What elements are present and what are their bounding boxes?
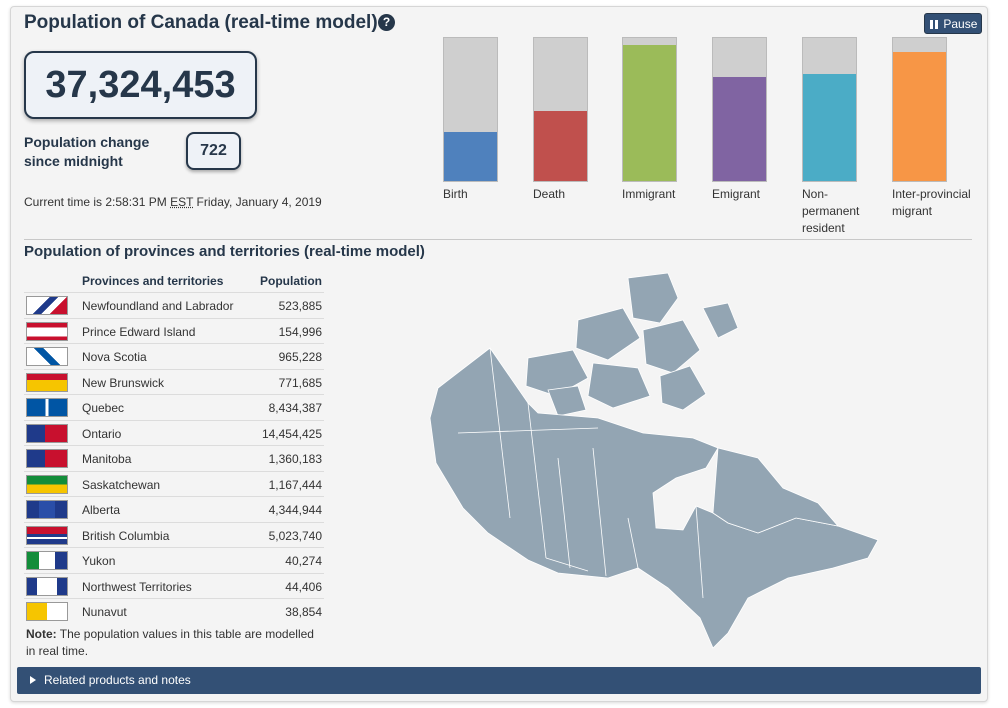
- pei-flag-icon: [26, 321, 68, 341]
- provinces-table: Provinces and territories Population New…: [24, 270, 324, 624]
- pause-label: Pause: [943, 17, 978, 31]
- nunavut-flag-icon: [26, 602, 68, 621]
- province-population: 14,454,425: [261, 426, 322, 441]
- canada-map-icon[interactable]: [428, 268, 898, 658]
- population-counter: 37,324,453: [24, 51, 257, 119]
- province-name: New Brunswick: [82, 375, 165, 390]
- table-row: Saskatchewan 1,167,444: [24, 470, 324, 497]
- saskatchewan-flag-icon: [26, 474, 68, 494]
- component-bar: [892, 37, 947, 182]
- quebec-flag-icon: [26, 398, 68, 417]
- component-bar: [533, 37, 588, 182]
- pause-icon: [935, 20, 938, 29]
- nova-scotia-flag-icon: [26, 347, 68, 366]
- col-header-population: Population: [260, 274, 322, 288]
- component-bar-label: Non-permanent resident: [802, 187, 860, 235]
- bc-flag-icon: [26, 525, 68, 545]
- alberta-flag-icon: [26, 500, 68, 519]
- component-bar-label: Birth: [443, 187, 468, 201]
- province-name: Quebec: [82, 401, 125, 415]
- component-bar-label: Death: [533, 187, 566, 201]
- component-bar-fill: [803, 73, 856, 181]
- province-name: Ontario: [82, 426, 122, 441]
- note-label: Note:: [26, 627, 57, 641]
- population-change-counter: 722: [186, 132, 241, 170]
- related-products-toggle[interactable]: Related products and notes: [17, 667, 981, 694]
- population-change-label: Population change since midnight: [24, 134, 150, 169]
- component-bar-label: Immigrant: [622, 187, 676, 201]
- table-row: Manitoba 1,360,183: [24, 445, 324, 471]
- province-name: Saskatchewan: [82, 477, 161, 492]
- related-label: Related products and notes: [44, 673, 191, 687]
- component-bar: [802, 37, 857, 182]
- table-row: Northwest Territories 44,406: [24, 572, 324, 599]
- province-name: Newfoundland and Labrador: [82, 299, 234, 313]
- time-suffix: Friday, January 4, 2019: [196, 195, 322, 209]
- province-name: Alberta: [82, 503, 121, 517]
- col-header-name: Provinces and territories: [82, 274, 224, 288]
- province-population: 154,996: [278, 324, 322, 339]
- note-text: The population values in this table are …: [26, 627, 314, 658]
- yukon-flag-icon: [26, 551, 68, 570]
- current-time: Current time is 2:58:31 PM EST Friday, J…: [24, 195, 322, 209]
- newfoundland-flag-icon: [26, 296, 68, 315]
- component-bar: [443, 37, 498, 182]
- table-note: Note: The population values in this tabl…: [26, 626, 326, 660]
- component-bar-label: Emigrant: [712, 187, 761, 201]
- table-row: Nova Scotia 965,228: [24, 343, 324, 369]
- manitoba-flag-icon: [26, 449, 68, 468]
- nwt-flag-icon: [26, 576, 68, 596]
- table-row: Alberta 4,344,944: [24, 496, 324, 522]
- time-prefix: Current time is 2:58:31 PM: [24, 195, 167, 209]
- new-brunswick-flag-icon: [26, 372, 68, 392]
- province-population: 38,854: [285, 605, 322, 619]
- time-zone-abbr: EST: [170, 195, 194, 209]
- province-name: Nova Scotia: [82, 350, 147, 364]
- table-row: Yukon 40,274: [24, 547, 324, 573]
- province-name: Prince Edward Island: [82, 324, 196, 339]
- province-name: British Columbia: [82, 528, 170, 543]
- province-population: 44,406: [285, 579, 322, 594]
- page-title: Population of Canada (real-time model): [24, 12, 378, 33]
- province-population: 523,885: [278, 299, 322, 313]
- component-bar: [712, 37, 767, 182]
- province-population: 5,023,740: [268, 528, 322, 543]
- province-population: 965,228: [278, 350, 322, 364]
- provinces-title: Population of provinces and territories …: [24, 243, 425, 260]
- expand-triangle-icon: [30, 676, 36, 684]
- province-name: Yukon: [82, 554, 116, 568]
- table-row: British Columbia 5,023,740: [24, 521, 324, 548]
- table-row: Nunavut 38,854: [24, 598, 324, 624]
- table-row: Newfoundland and Labrador 523,885: [24, 292, 324, 318]
- province-population: 4,344,944: [268, 503, 322, 517]
- province-population: 8,434,387: [268, 401, 322, 415]
- section-divider: [24, 239, 972, 240]
- component-bar-fill: [444, 132, 497, 181]
- component-bar-label: Inter-provincial migrant: [892, 187, 971, 218]
- help-icon[interactable]: ?: [378, 14, 395, 31]
- province-name: Manitoba: [82, 452, 132, 466]
- table-row: Quebec 8,434,387: [24, 394, 324, 420]
- component-bar-fill: [534, 110, 587, 181]
- component-bar: [622, 37, 677, 182]
- component-bar-fill: [893, 52, 946, 181]
- province-population: 771,685: [278, 375, 322, 390]
- pause-button[interactable]: Pause: [924, 13, 982, 34]
- pause-icon: [930, 20, 933, 29]
- province-name: Northwest Territories: [82, 579, 192, 594]
- ontario-flag-icon: [26, 423, 68, 443]
- province-population: 1,167,444: [268, 477, 322, 492]
- component-bar-fill: [713, 76, 766, 181]
- table-row: New Brunswick 771,685: [24, 368, 324, 395]
- component-bar-fill: [623, 45, 676, 181]
- province-population: 1,360,183: [268, 452, 322, 466]
- table-header: Provinces and territories Population: [24, 270, 324, 292]
- province-name: Nunavut: [82, 605, 127, 619]
- province-population: 40,274: [285, 554, 322, 568]
- table-row: Prince Edward Island 154,996: [24, 317, 324, 344]
- table-row: Ontario 14,454,425: [24, 419, 324, 446]
